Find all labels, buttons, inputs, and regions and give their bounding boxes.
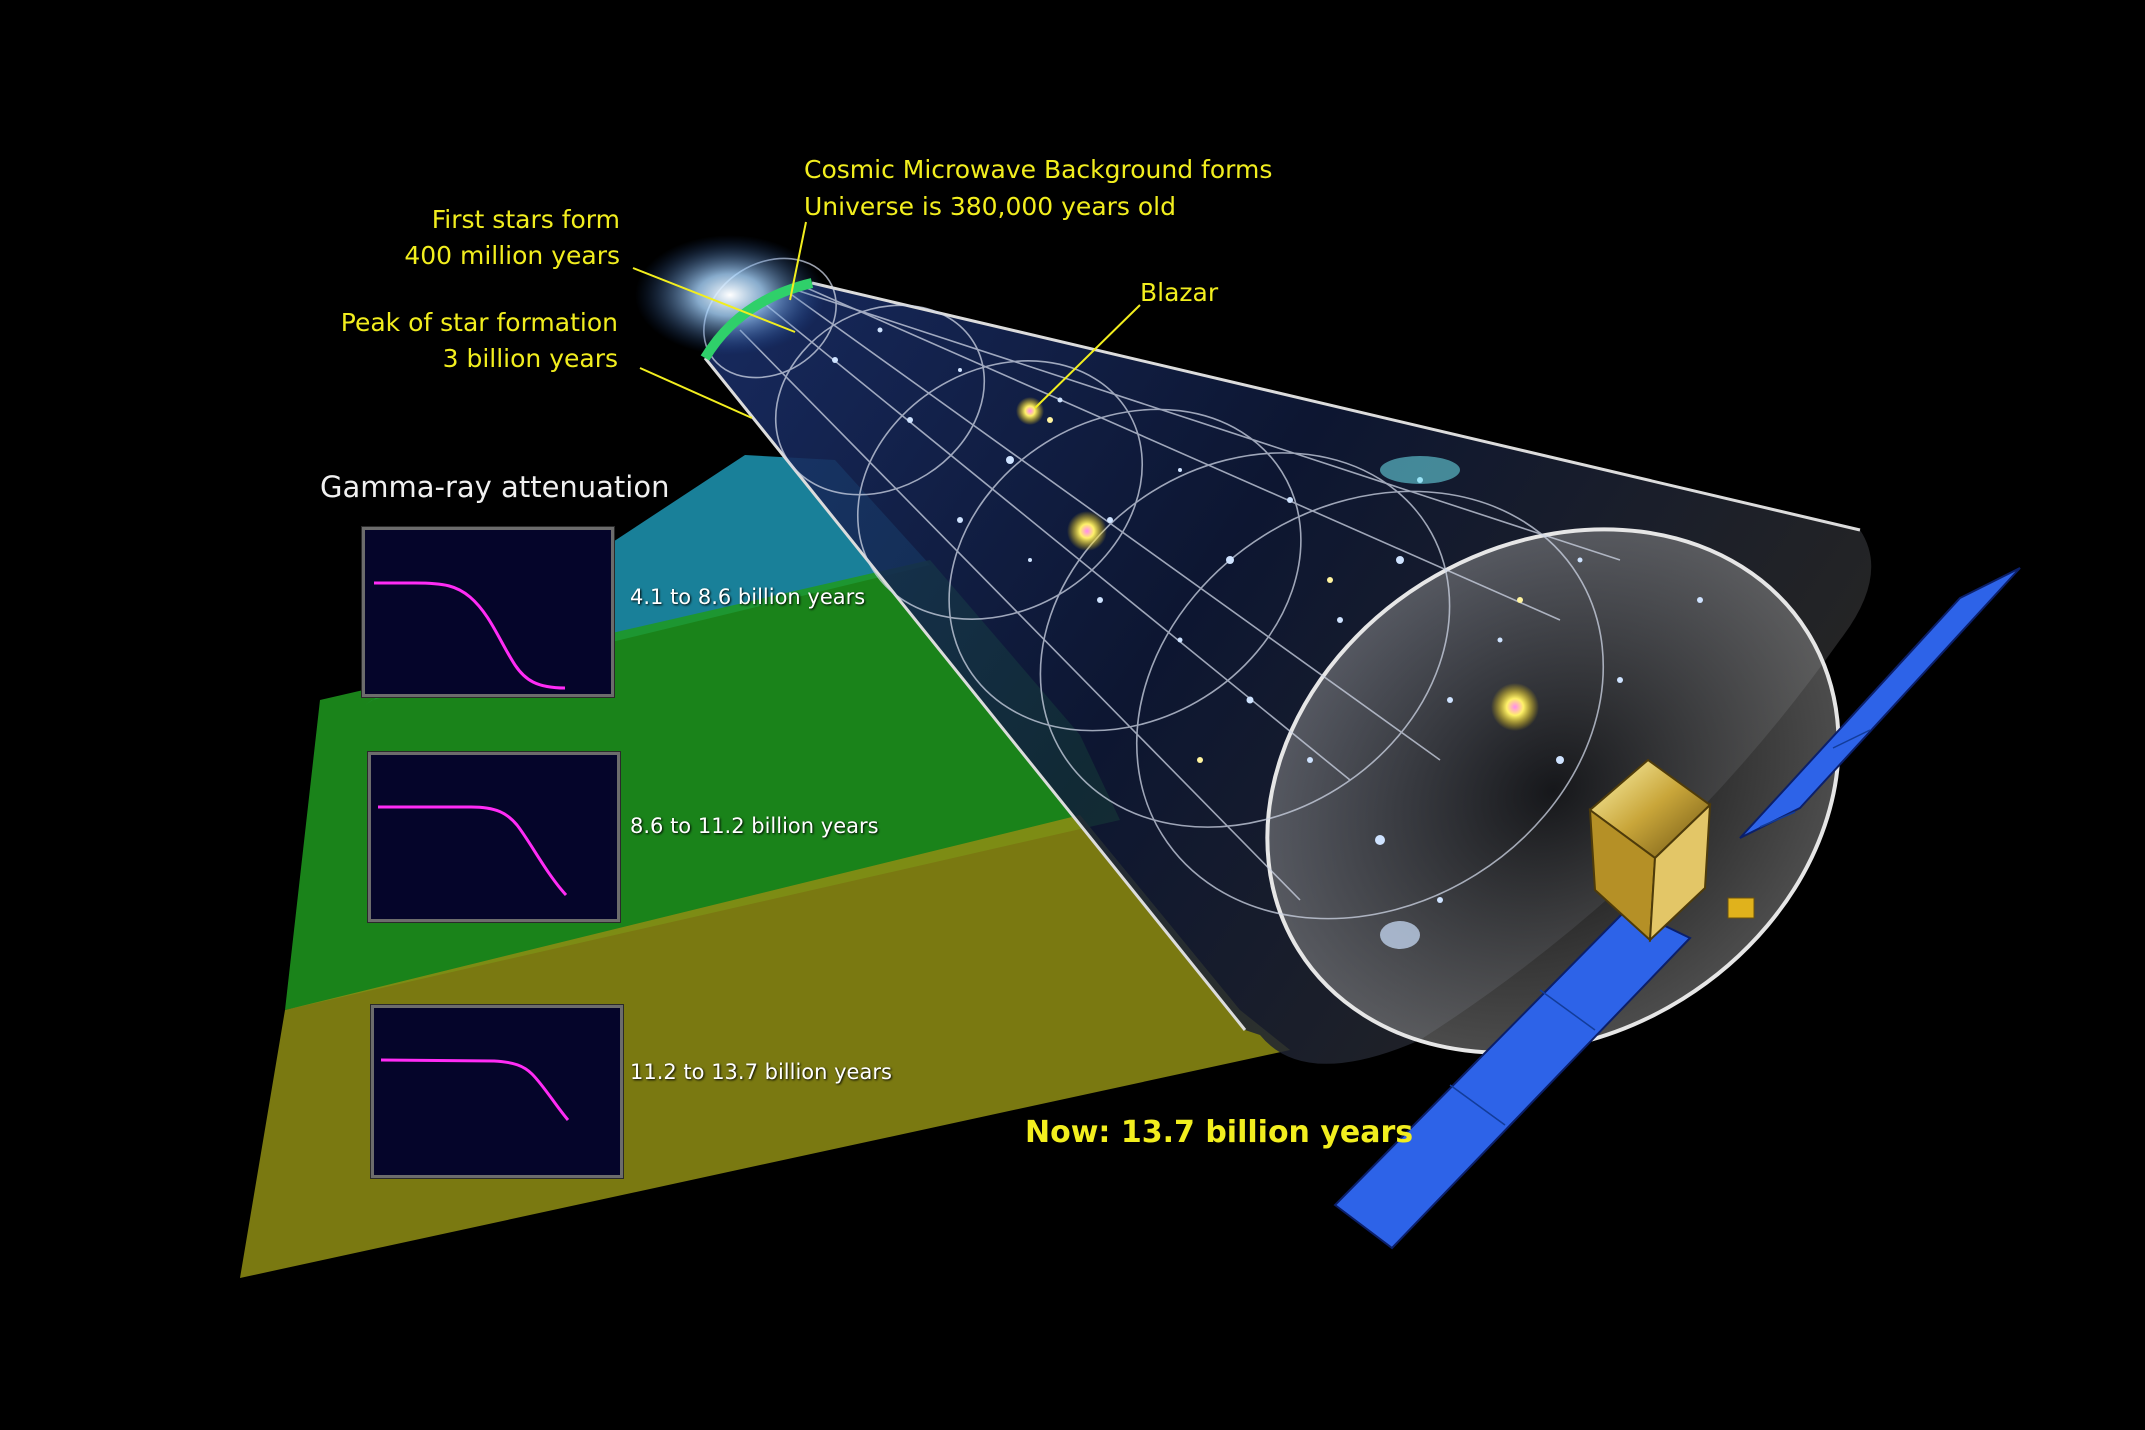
chart-title: Gamma-ray attenuation (320, 470, 670, 504)
cmb-label-line2: Universe is 380,000 years old (804, 192, 1176, 221)
era-label-3: 11.2 to 13.7 billion years (630, 1060, 892, 1084)
blazar-dot (1016, 397, 1044, 425)
attenuation-panel-2 (368, 752, 620, 922)
attenuation-curve-2 (378, 805, 568, 897)
attenuation-panel-3 (371, 1005, 623, 1178)
era-label-1: 4.1 to 8.6 billion years (630, 585, 866, 609)
leader-lines (632, 221, 1141, 419)
cone-mouth (1265, 527, 1841, 1055)
blazar-label: Blazar (1140, 278, 1219, 307)
cmb-label-line1: Cosmic Microwave Background forms (804, 155, 1273, 184)
attenuation-curve-3 (380, 1058, 570, 1121)
solar-panel-lower (1333, 906, 1692, 1250)
first-stars-label-line2: 400 million years (404, 241, 620, 270)
attenuation-curve-1 (374, 581, 566, 690)
cone-grid (703, 257, 1621, 920)
era-label-2: 8.6 to 11.2 billion years (630, 814, 879, 838)
now-label: Now: 13.7 billion years (1025, 1115, 1414, 1150)
fermi-satellite (1333, 567, 2021, 1250)
peak-label-line2: 3 billion years (442, 344, 618, 373)
first-stars-label-line1: First stars form (431, 205, 620, 234)
attenuation-panel-1 (362, 527, 614, 697)
cmb-glow (635, 235, 825, 355)
peak-label-line1: Peak of star formation (340, 308, 618, 337)
